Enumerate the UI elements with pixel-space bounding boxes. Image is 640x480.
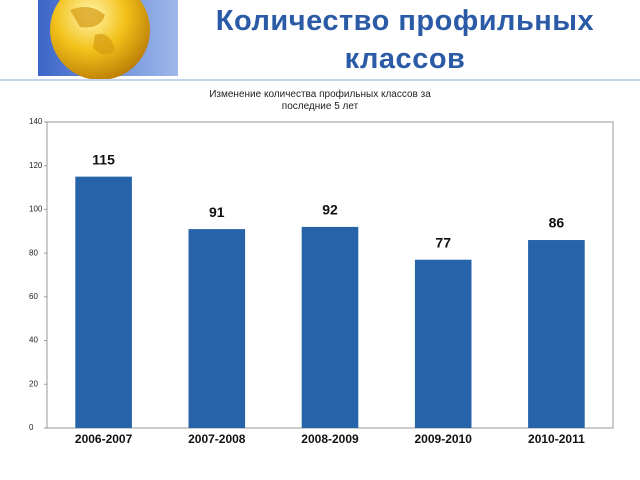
y-tick-label: 140 <box>29 117 43 126</box>
y-tick-label: 120 <box>29 161 43 170</box>
globe-land <box>70 6 115 55</box>
y-tick-label: 100 <box>29 205 43 214</box>
chart-title: Изменение количества профильных классов … <box>209 89 431 112</box>
value-label: 91 <box>209 204 225 220</box>
y-tick-label: 60 <box>29 292 38 301</box>
x-tick-label: 2007-2008 <box>188 432 246 446</box>
value-label: 86 <box>549 215 565 231</box>
bar <box>188 229 246 428</box>
x-tick-label: 2010-2011 <box>528 432 585 446</box>
x-tick-label: 2008-2009 <box>301 432 359 446</box>
value-label: 92 <box>322 202 338 218</box>
slide-title: Количество профильных классов <box>215 5 595 75</box>
y-tick-label: 80 <box>29 248 38 257</box>
y-tick-label: 40 <box>29 336 38 345</box>
value-label: 115 <box>92 151 115 167</box>
bar <box>528 240 585 428</box>
x-tick-label: 2009-2010 <box>415 432 473 446</box>
bar <box>75 176 132 428</box>
y-tick-label: 0 <box>29 423 34 432</box>
bar <box>414 259 472 428</box>
y-tick-label: 20 <box>29 379 38 388</box>
x-tick-label: 2006-2007 <box>75 432 133 446</box>
bar <box>301 226 359 428</box>
value-label: 77 <box>435 234 451 250</box>
